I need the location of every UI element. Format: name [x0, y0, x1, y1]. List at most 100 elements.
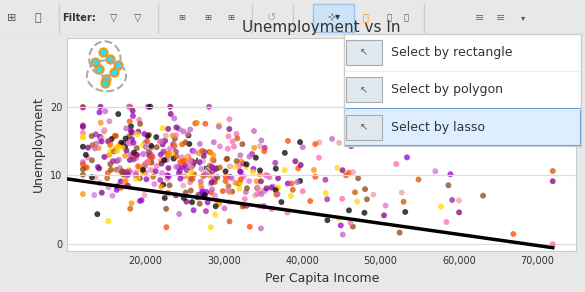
Point — [212, 198, 222, 203]
Point — [125, 119, 135, 124]
Point — [280, 168, 290, 172]
Point — [141, 171, 150, 175]
Point — [186, 188, 195, 193]
Point — [171, 133, 181, 138]
Point — [135, 176, 144, 180]
Point — [201, 121, 210, 126]
Point — [163, 177, 172, 181]
Point — [171, 150, 181, 154]
Point — [195, 201, 204, 206]
Text: Select by polygon: Select by polygon — [391, 83, 503, 96]
Point — [168, 133, 177, 138]
Point — [132, 170, 141, 175]
Point — [120, 180, 129, 185]
Text: ⊹▾: ⊹▾ — [327, 13, 340, 22]
Point — [259, 204, 269, 209]
Point — [188, 163, 197, 168]
Point — [157, 161, 166, 166]
Point — [272, 192, 281, 197]
Point — [140, 132, 149, 136]
Point — [267, 185, 276, 190]
Point — [131, 176, 140, 181]
Point — [103, 171, 112, 175]
Point — [260, 145, 269, 150]
Point — [159, 149, 168, 154]
Point — [446, 172, 455, 177]
Point — [255, 168, 264, 173]
Point — [314, 155, 324, 160]
Point — [78, 167, 88, 172]
Point — [295, 179, 305, 183]
Point — [78, 192, 88, 197]
Point — [140, 193, 149, 197]
Point — [223, 188, 233, 193]
Point — [271, 188, 280, 192]
Point — [102, 77, 111, 81]
Point — [182, 168, 191, 173]
Point — [140, 161, 150, 166]
Point — [328, 137, 337, 141]
Point — [253, 186, 262, 190]
Point — [137, 198, 146, 203]
Point — [177, 142, 187, 147]
Point — [94, 146, 104, 150]
Text: ▾: ▾ — [521, 13, 526, 22]
Point — [95, 139, 104, 144]
Point — [108, 159, 118, 164]
Point — [206, 182, 215, 186]
Point — [214, 124, 223, 129]
Point — [346, 144, 356, 149]
Point — [212, 166, 221, 171]
Point — [338, 197, 347, 201]
Point — [215, 144, 225, 149]
Point — [202, 190, 211, 194]
Point — [129, 157, 138, 162]
Point — [178, 129, 188, 134]
Point — [163, 127, 173, 131]
Point — [255, 172, 264, 177]
Point — [104, 185, 113, 190]
Point — [232, 159, 242, 164]
Point — [138, 171, 147, 175]
Point — [173, 165, 183, 170]
Point — [261, 186, 271, 191]
Point — [199, 192, 208, 197]
Point — [130, 152, 140, 157]
Point — [283, 139, 292, 143]
Point — [182, 199, 191, 204]
Point — [249, 129, 259, 133]
Point — [479, 193, 488, 198]
Point — [171, 164, 181, 169]
Point — [105, 119, 114, 124]
Point — [172, 125, 181, 130]
Point — [138, 143, 147, 147]
Point — [99, 128, 109, 132]
Point — [192, 195, 202, 200]
Point — [223, 146, 232, 151]
Point — [174, 172, 184, 176]
Point — [194, 151, 204, 155]
Point — [151, 169, 160, 174]
Point — [208, 169, 217, 174]
Point — [106, 162, 115, 166]
Point — [198, 192, 207, 196]
Point — [133, 164, 143, 168]
Point — [401, 210, 410, 214]
Point — [87, 134, 97, 138]
Point — [102, 176, 112, 180]
Point — [87, 158, 97, 163]
Point — [114, 157, 123, 162]
Point — [200, 150, 209, 154]
Point — [122, 148, 131, 153]
Point — [112, 159, 122, 163]
Point — [360, 211, 369, 215]
Point — [166, 146, 175, 151]
Text: ↖: ↖ — [360, 47, 368, 57]
Point — [143, 139, 152, 143]
Point — [257, 138, 266, 143]
Point — [197, 183, 206, 187]
Point — [160, 158, 169, 162]
Point — [115, 143, 124, 148]
Point — [104, 153, 113, 157]
Point — [204, 168, 213, 173]
